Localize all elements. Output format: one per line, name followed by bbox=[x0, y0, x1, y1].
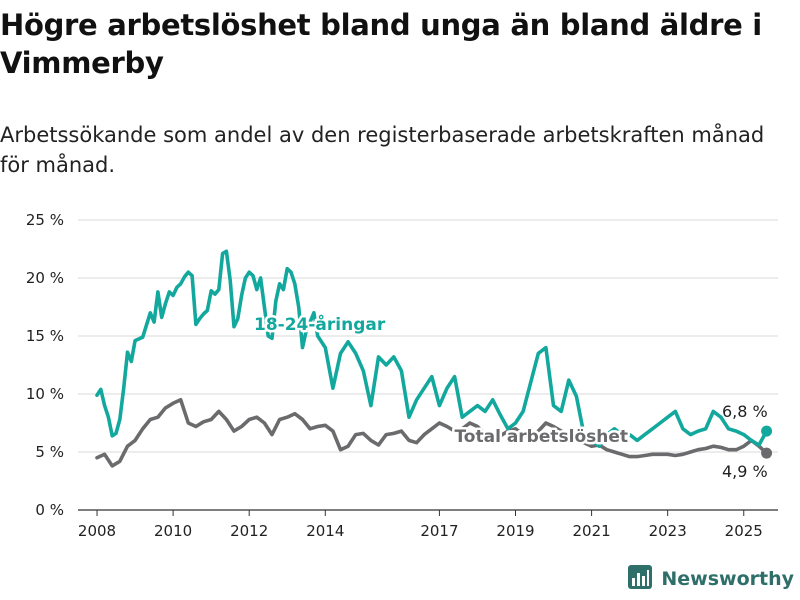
y-tick-label: 25 % bbox=[26, 211, 64, 229]
series-lines bbox=[95, 249, 773, 468]
y-tick-label: 10 % bbox=[26, 385, 64, 403]
x-tick-label: 2019 bbox=[496, 522, 534, 540]
series-label-youth: 18-24-åringar bbox=[254, 313, 386, 335]
series-line-youth bbox=[95, 249, 769, 448]
y-tick-label: 20 % bbox=[26, 269, 64, 287]
x-tick-label: 2014 bbox=[306, 522, 344, 540]
x-tick-label: 2025 bbox=[725, 522, 763, 540]
brand-name: Newsworthy bbox=[661, 568, 794, 590]
y-tick-label: 5 % bbox=[35, 443, 64, 461]
end-point-youth bbox=[761, 425, 773, 437]
end-label-youth: 6,8 % bbox=[722, 402, 768, 421]
y-axis-ticks: 0 % 5 % 10 % 15 % 20 % 25 % bbox=[26, 211, 64, 519]
series-labels: 18-24-åringar Total arbetslöshet 6,8 % 4,9 … bbox=[252, 311, 768, 482]
y-tick-label: 0 % bbox=[35, 501, 64, 519]
x-tick-label: 2010 bbox=[154, 522, 192, 540]
x-tick-label: 2008 bbox=[78, 522, 116, 540]
series-line-total bbox=[95, 398, 769, 468]
x-axis: 2008 2010 2012 2014 2017 2019 2021 2023 2025 bbox=[78, 510, 763, 540]
chart-subtitle: Arbetssökande som andel av den registerb… bbox=[0, 123, 765, 177]
x-tick-label: 2012 bbox=[230, 522, 268, 540]
brand-footer: Newsworthy bbox=[627, 564, 794, 594]
x-tick-label: 2023 bbox=[649, 522, 687, 540]
y-tick-label: 15 % bbox=[26, 327, 64, 345]
x-tick-label: 2021 bbox=[572, 522, 610, 540]
end-label-total: 4,9 % bbox=[722, 462, 768, 481]
bar-chart-logo-icon bbox=[627, 564, 653, 594]
line-chart: 0 %5 %10 %15 %20 %25 % 2008 2010 2012 2014 2… bbox=[26, 211, 778, 540]
x-tick-label: 2017 bbox=[420, 522, 458, 540]
gridlines bbox=[78, 219, 778, 511]
end-point-total bbox=[761, 447, 773, 459]
series-label-total: Total arbetslöshet bbox=[454, 427, 628, 447]
chart-title: Högre arbetslöshet bland unga än bland ä… bbox=[0, 8, 762, 80]
